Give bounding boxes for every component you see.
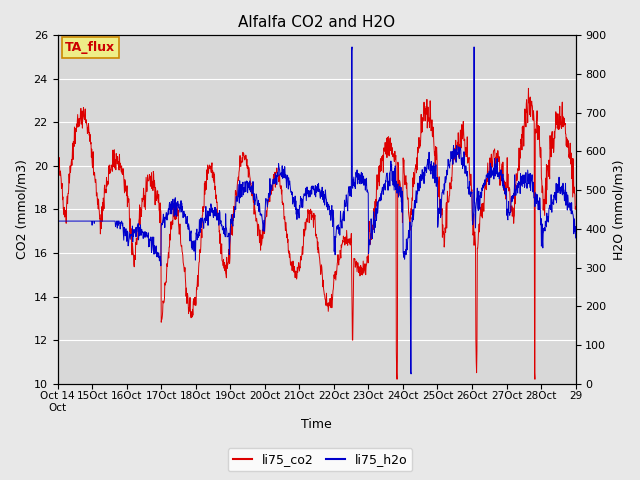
li75_h2o — [54, 218, 61, 224]
li75_co2 — [169, 221, 177, 227]
Y-axis label: CO2 (mmol/m3): CO2 (mmol/m3) — [15, 159, 28, 259]
li75_h2o — [348, 44, 356, 50]
li75_co2 — [393, 376, 401, 382]
li75_h2o — [511, 172, 518, 178]
li75_h2o — [227, 216, 234, 222]
li75_h2o — [572, 235, 579, 241]
li75_h2o — [169, 196, 177, 202]
Y-axis label: H2O (mmol/m3): H2O (mmol/m3) — [612, 159, 625, 260]
li75_co2 — [227, 224, 234, 229]
li75_co2 — [511, 213, 518, 218]
Title: Alfalfa CO2 and H2O: Alfalfa CO2 and H2O — [238, 15, 395, 30]
li75_h2o — [397, 184, 405, 190]
X-axis label: Time: Time — [301, 419, 332, 432]
Legend: li75_co2, li75_h2o: li75_co2, li75_h2o — [228, 448, 412, 471]
Line: li75_h2o: li75_h2o — [58, 47, 575, 374]
li75_h2o — [407, 371, 415, 377]
li75_co2 — [525, 85, 532, 91]
li75_co2 — [156, 200, 164, 206]
li75_h2o — [465, 192, 473, 197]
Text: TA_flux: TA_flux — [65, 41, 115, 54]
li75_co2 — [572, 204, 579, 209]
li75_co2 — [397, 189, 405, 194]
Line: li75_co2: li75_co2 — [58, 88, 575, 379]
li75_co2 — [465, 157, 472, 163]
li75_h2o — [156, 255, 164, 261]
li75_co2 — [54, 154, 61, 159]
